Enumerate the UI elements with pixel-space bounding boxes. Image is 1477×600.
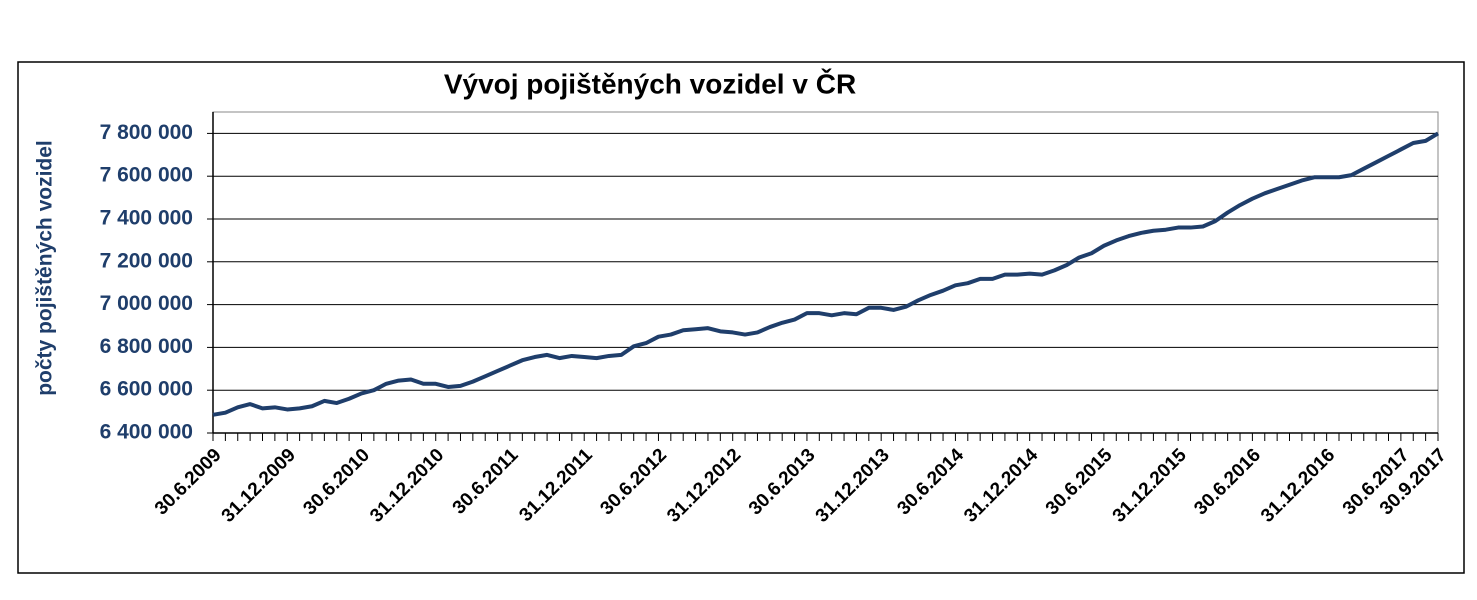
data-line	[212, 131, 1440, 417]
y-tick-label: 7 800 000	[100, 121, 193, 144]
chart-title: Vývoj pojištěných vozidel v ČR	[444, 67, 856, 99]
y-tick-label: 6 600 000	[100, 378, 193, 401]
y-tick-label: 7 400 000	[100, 207, 193, 230]
plot-area	[212, 111, 1439, 434]
y-axis-label: počty pojištěných vozidel	[34, 140, 57, 396]
y-tick-label: 7 000 000	[100, 292, 193, 315]
y-tick-label: 6 800 000	[100, 335, 193, 358]
y-tick-label: 7 200 000	[100, 249, 193, 272]
y-tick-label: 6 400 000	[100, 421, 193, 444]
y-tick-label: 7 600 000	[100, 164, 193, 187]
